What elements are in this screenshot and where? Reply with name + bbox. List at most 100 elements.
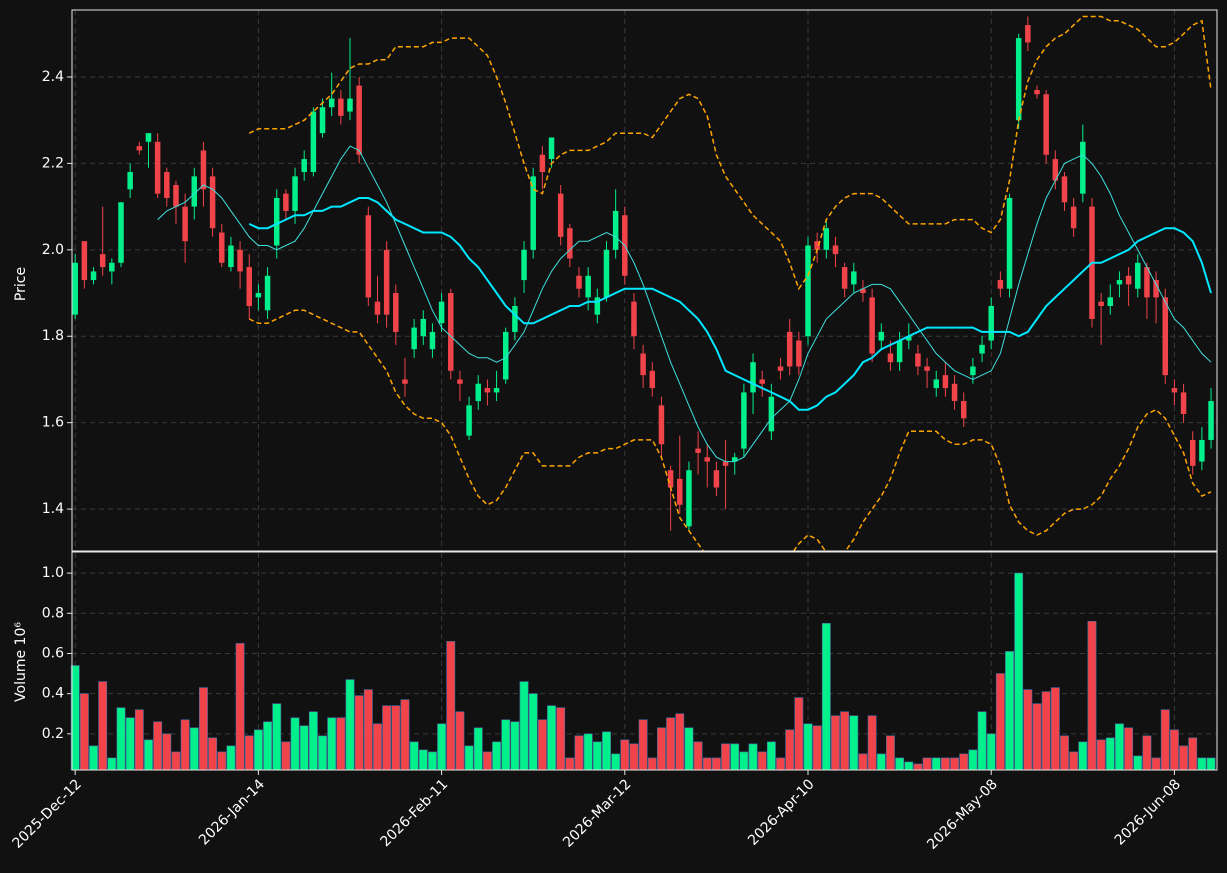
volume-bar xyxy=(931,757,941,771)
volume-bar xyxy=(1206,757,1216,771)
volume-bar xyxy=(107,757,117,771)
candle-body xyxy=(1070,206,1077,229)
volume-bar xyxy=(565,757,575,771)
volume-bar xyxy=(730,743,740,771)
candle-body xyxy=(548,137,555,160)
volume-bar xyxy=(1151,757,1161,771)
y-tick-label: 2.2 xyxy=(42,155,64,171)
candle-body xyxy=(237,249,243,272)
volume-bar xyxy=(1087,621,1097,771)
volume-bar xyxy=(1050,687,1060,771)
volume-bar xyxy=(1014,572,1024,771)
candle-body xyxy=(677,478,683,505)
candle-body xyxy=(81,241,88,281)
candle-body xyxy=(283,193,289,211)
y-tick-label: 0.2 xyxy=(42,726,64,742)
candle-body xyxy=(851,271,857,285)
candle-body xyxy=(1199,439,1205,462)
volume-bar xyxy=(327,717,337,771)
y-tick-label: 1.0 xyxy=(42,565,64,581)
volume-bar xyxy=(318,735,327,771)
volume-bar xyxy=(464,745,474,771)
volume-bar xyxy=(409,741,419,771)
volume-bar xyxy=(1096,739,1106,771)
candle-body xyxy=(1080,141,1086,194)
price-frame xyxy=(71,9,1218,552)
candle-body xyxy=(521,249,527,281)
volume-frame xyxy=(71,551,1218,771)
volume-bar xyxy=(684,727,694,771)
candle-body xyxy=(741,392,747,449)
volume-bar xyxy=(1105,737,1115,771)
volume-bar xyxy=(98,681,108,771)
candle-body xyxy=(777,366,784,371)
candle-body xyxy=(869,297,875,354)
candle-body xyxy=(292,176,298,211)
volume-bar xyxy=(858,753,868,771)
candle-body xyxy=(502,331,509,380)
volume-bar xyxy=(473,727,483,771)
candle-body xyxy=(219,232,225,263)
candle-body xyxy=(704,457,710,462)
candle-body xyxy=(191,176,198,207)
volume-bar xyxy=(666,717,676,771)
volume-bar xyxy=(583,733,593,771)
candle-body xyxy=(246,267,252,306)
overlay-line xyxy=(248,309,1212,551)
volume-bar xyxy=(657,727,666,771)
candle-body xyxy=(319,107,326,134)
candle-body xyxy=(438,301,445,324)
volume-bar xyxy=(968,749,978,771)
candle-body xyxy=(1061,176,1068,203)
candle-body xyxy=(273,197,280,246)
volume-bar xyxy=(1005,651,1014,771)
candle-body xyxy=(1153,280,1159,298)
volume-bar xyxy=(134,709,144,771)
volume-bar xyxy=(776,757,785,771)
candle-body xyxy=(603,249,610,298)
candle-body xyxy=(896,340,903,363)
volume-bar xyxy=(1133,755,1143,771)
candle-body xyxy=(1125,275,1132,285)
volume-bar xyxy=(144,739,153,771)
candle-body xyxy=(686,470,692,527)
candle-body xyxy=(457,379,463,384)
candle-body xyxy=(1052,159,1059,181)
candle-body xyxy=(310,111,317,173)
y-tick-label: 0.8 xyxy=(42,605,64,621)
candle-body xyxy=(228,245,234,268)
candle-body xyxy=(649,370,656,389)
volume-bar xyxy=(739,751,749,771)
candle-body xyxy=(887,353,894,363)
volume-bar xyxy=(647,757,657,771)
candle-body xyxy=(1116,280,1123,285)
volume-bar xyxy=(1188,737,1198,771)
volume-axis-label: Volume 10⁶ xyxy=(13,622,29,702)
volume-bar xyxy=(162,733,172,771)
candle-body xyxy=(695,448,701,453)
volume-bar xyxy=(675,713,685,771)
candle-body xyxy=(466,405,472,436)
candle-body xyxy=(383,249,390,315)
volume-bar xyxy=(345,679,355,771)
volume-bar xyxy=(1069,751,1079,771)
candle-body xyxy=(90,271,97,281)
volume-bar xyxy=(79,693,89,771)
candle-body xyxy=(173,185,179,207)
candle-body xyxy=(924,366,930,371)
candle-body xyxy=(979,344,985,354)
volume-bar xyxy=(1142,735,1152,771)
candle-body xyxy=(301,159,307,173)
volume-bar xyxy=(1115,723,1124,771)
volume-bar xyxy=(574,735,584,771)
candle-body xyxy=(1144,267,1150,298)
price-plot xyxy=(72,15,1214,551)
volume-bar xyxy=(217,751,227,771)
candle-body xyxy=(594,297,601,315)
candle-body xyxy=(1135,262,1141,289)
overlay-line xyxy=(248,15,1212,291)
candle-body xyxy=(585,275,591,298)
candle-body xyxy=(512,305,518,332)
candle-body xyxy=(823,228,830,250)
volume-bar xyxy=(693,741,703,771)
